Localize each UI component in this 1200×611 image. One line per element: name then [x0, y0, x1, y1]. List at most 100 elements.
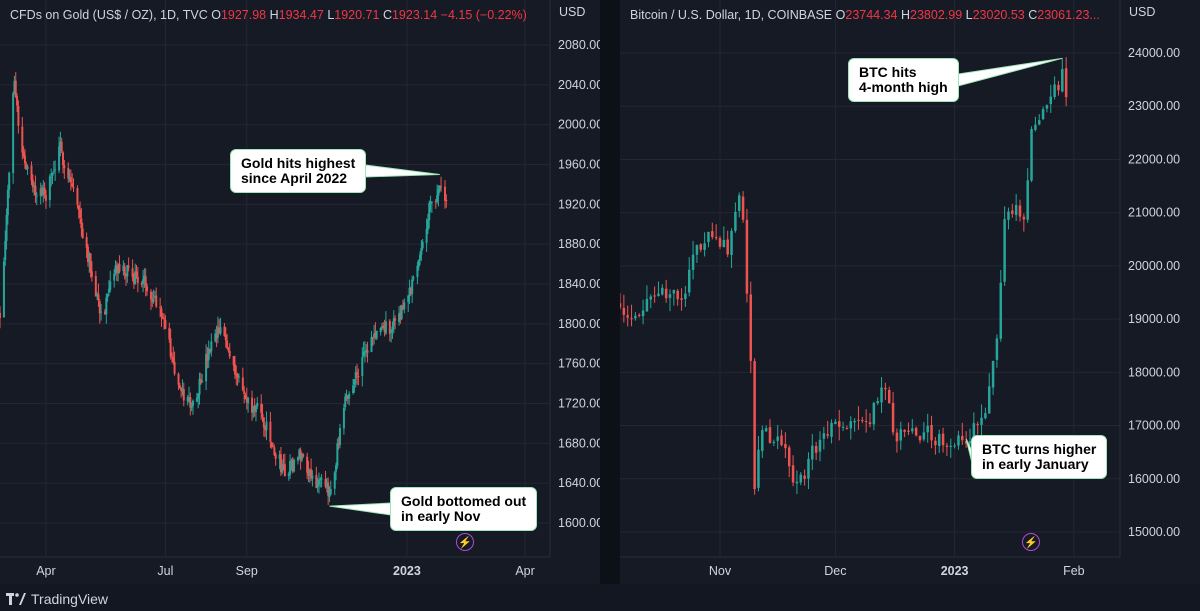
candle-body — [173, 361, 176, 374]
candle-body — [324, 479, 327, 487]
candle-body — [118, 264, 121, 272]
gold-high-callout: Gold hits highest since April 2022 — [230, 149, 367, 193]
lightning-icon[interactable]: ⚡ — [456, 533, 474, 551]
candle-body — [795, 481, 799, 484]
candle-body — [25, 163, 28, 170]
candle-body — [235, 374, 238, 376]
candle-body — [335, 465, 338, 472]
candle-body — [964, 441, 968, 444]
candle-body — [914, 427, 918, 436]
gold-chart[interactable]: 2080.00 2040.00 2000.00 1960.00 1920.00 1880.… — [0, 0, 600, 584]
candle-body — [338, 428, 341, 446]
candle-body — [144, 276, 147, 287]
candle-body — [876, 401, 879, 404]
candle-body — [911, 428, 914, 432]
candle-body — [62, 152, 65, 166]
candle-body — [1007, 211, 1010, 220]
candle-body — [43, 188, 46, 195]
candle-body — [315, 475, 318, 488]
candle-body — [143, 275, 146, 281]
candle-body — [722, 240, 726, 248]
candle-body — [861, 420, 864, 422]
candle-body — [436, 195, 439, 202]
candle-body — [291, 459, 294, 472]
candle-body — [44, 195, 47, 201]
candle-body — [306, 456, 309, 473]
y-tick-label: 1840.00 — [558, 277, 600, 291]
candle-body — [72, 187, 75, 189]
candle-body — [215, 334, 218, 339]
footer-bar: TradingView — [0, 584, 1200, 611]
lightning-icon[interactable]: ⚡ — [1022, 533, 1040, 551]
candle-body — [995, 338, 999, 360]
candle-body — [181, 388, 184, 392]
candle-body — [34, 185, 37, 196]
y-tick-label: 1800.00 — [558, 317, 600, 331]
candle-body — [191, 400, 194, 407]
candle-body — [170, 356, 173, 358]
candle-body — [780, 435, 783, 446]
candle-body — [726, 239, 729, 255]
panel-divider — [600, 0, 620, 584]
y-tick-label: 21000.00 — [1128, 206, 1180, 220]
y-tick-label: 24000.00 — [1128, 46, 1180, 60]
y-tick-label: 1680.00 — [558, 436, 600, 450]
y-tick-label: 17000.00 — [1128, 419, 1180, 433]
candle-body — [106, 293, 109, 298]
candle-body — [984, 413, 987, 419]
candle-body — [841, 426, 845, 428]
candle-body — [857, 419, 860, 421]
candle-body — [105, 297, 108, 315]
candle-body — [328, 493, 331, 497]
candle-body — [346, 395, 349, 399]
candle-body — [6, 189, 9, 216]
candle-body — [388, 320, 391, 334]
candle-body — [872, 402, 876, 425]
candle-body — [1034, 124, 1037, 130]
candle-body — [434, 200, 437, 203]
x-tick-label: Apr — [36, 564, 55, 578]
candle-body — [327, 482, 330, 496]
btc-chart-panel[interactable]: 24000.00 23000.00 22000.00 21000.00 20000.00… — [620, 0, 1200, 584]
candle-body — [51, 173, 54, 176]
candle-body — [216, 327, 219, 338]
candle-body — [891, 402, 895, 433]
candle-body — [337, 443, 340, 445]
y-tick-label: 1920.00 — [558, 197, 600, 211]
y-tick-label: 15000.00 — [1128, 525, 1180, 539]
candle-body — [907, 430, 910, 432]
candle-body — [408, 287, 411, 297]
candle-body — [122, 265, 125, 272]
candle-body — [289, 461, 292, 475]
candle-body — [380, 326, 383, 328]
candle-body — [168, 327, 171, 340]
candle-body — [261, 413, 264, 417]
candle-body — [100, 311, 103, 313]
candle-body — [1041, 109, 1045, 120]
x-tick-label: 2023 — [941, 564, 969, 578]
candle-body — [745, 219, 749, 294]
candle-body — [784, 443, 787, 449]
gold-chart-panel[interactable]: 2080.00 2040.00 2000.00 1960.00 1920.00 1880.… — [0, 0, 600, 584]
candle-body — [407, 295, 410, 302]
candle-body — [298, 449, 301, 457]
candle-body — [926, 425, 929, 433]
candle-body — [71, 183, 74, 187]
candle-body — [382, 325, 385, 328]
candle-body — [42, 187, 45, 195]
y-tick-label: 23000.00 — [1128, 99, 1180, 113]
candle-body — [734, 211, 737, 231]
candle-body — [737, 195, 741, 211]
candle-body — [131, 268, 134, 278]
tradingview-logo[interactable]: TradingView — [6, 591, 108, 607]
candle-body — [399, 312, 402, 320]
candle-body — [918, 435, 922, 441]
candle-body — [987, 386, 991, 414]
candle-body — [428, 203, 431, 221]
candle-body — [232, 356, 235, 366]
candle-body — [749, 294, 753, 361]
candle-body — [661, 287, 664, 295]
candle-body — [400, 306, 403, 320]
candle-body — [80, 218, 83, 229]
candle-body — [254, 405, 257, 413]
